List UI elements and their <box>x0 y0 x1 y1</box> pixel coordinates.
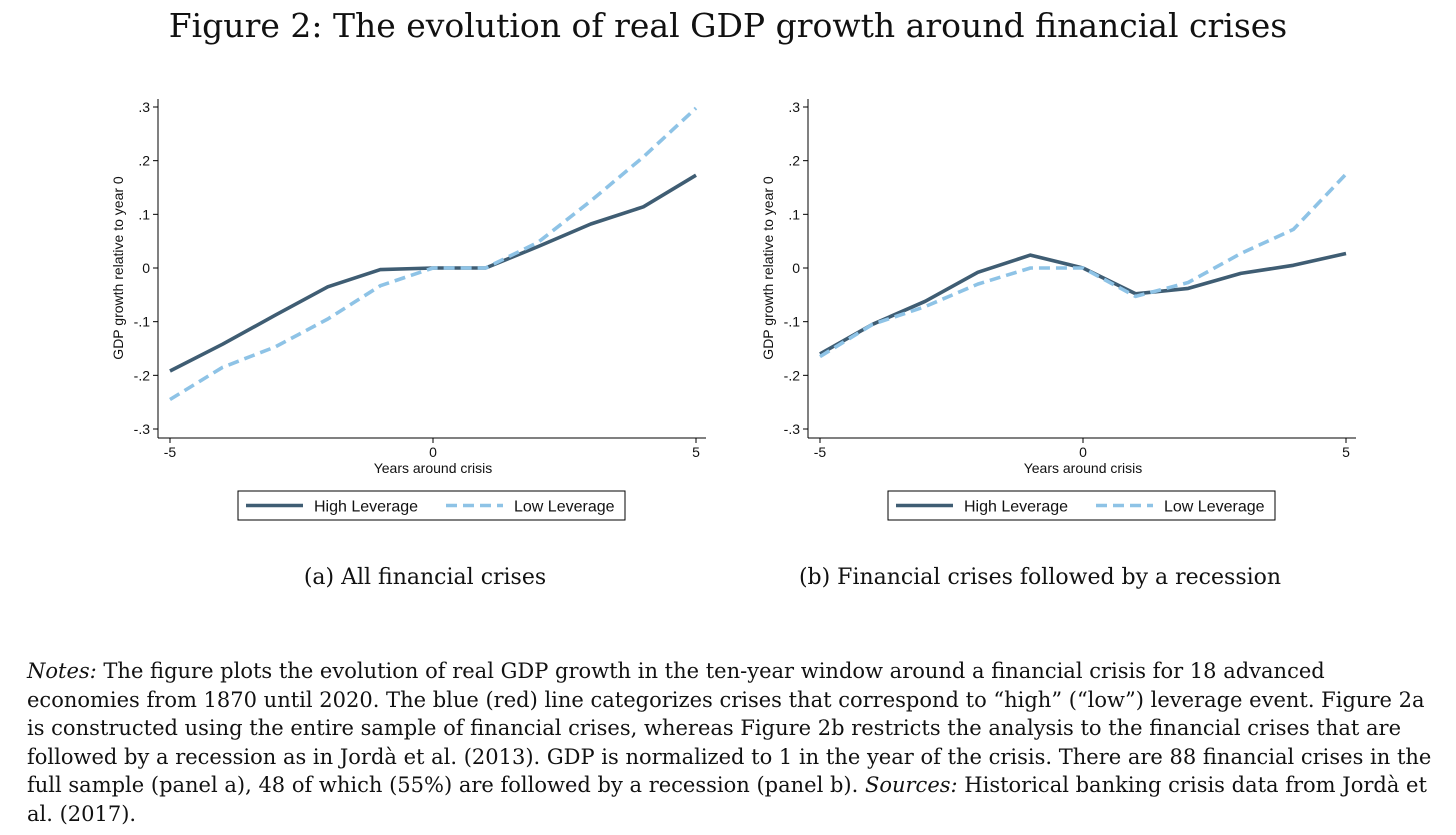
chart-panel-a: -.3 -.2 -.1 0 .1 .2 .3 -5 0 5 Years around crisis G… <box>110 99 706 521</box>
series-line-low-leverage <box>819 172 1348 359</box>
figure-title: Figure 2: The evolution of real GDP grow… <box>168 6 1288 45</box>
y-tick-label: -.3 <box>784 421 801 437</box>
y-tick-label: .2 <box>138 153 150 169</box>
x-tick-label: -5 <box>814 444 827 460</box>
sources-text: Historical banking crisis data from Jord… <box>27 773 1427 826</box>
caption-panel-b: (b) Financial crises followed by a reces… <box>798 565 1282 590</box>
legend-label-high: High Leverage <box>314 499 418 516</box>
series-line-high-leverage <box>169 173 697 373</box>
y-tick-label: .2 <box>788 153 800 169</box>
y-axis-label: GDP growth relative to year 0 <box>110 176 126 360</box>
y-tick-label: .1 <box>788 206 800 222</box>
notes-text: The figure plots the evolution of real G… <box>27 659 1432 798</box>
sources-label: Sources: <box>864 773 958 798</box>
y-tick-label: .3 <box>138 99 150 115</box>
y-tick-label: 0 <box>142 260 150 276</box>
caption-panel-a: (a) All financial crises <box>303 565 547 590</box>
series-line-low-leverage <box>169 106 698 402</box>
y-tick-label: -.1 <box>134 314 151 330</box>
notes-label: Notes: <box>27 659 97 683</box>
y-tick-label: -.2 <box>134 367 151 383</box>
legend-label-low: Low Leverage <box>1164 499 1265 516</box>
x-axis-label: Years around crisis <box>374 460 493 476</box>
y-tick-label: -.1 <box>784 314 801 330</box>
y-axis-label: GDP growth relative to year 0 <box>760 176 776 360</box>
y-tick-label: 0 <box>792 260 800 276</box>
figure-notes: Notes: The figure plots the evolution of… <box>27 657 1437 829</box>
y-tick-label: -.2 <box>784 367 801 383</box>
x-tick-label: 0 <box>429 444 437 460</box>
x-axis-label: Years around crisis <box>1024 460 1143 476</box>
y-tick-label: -.3 <box>134 421 151 437</box>
x-tick-label: 5 <box>692 444 700 460</box>
chart-panel-b: -.3 -.2 -.1 0 .1 .2 .3 -5 0 5 Years around crisis G… <box>760 99 1356 521</box>
x-tick-label: 5 <box>1342 444 1350 460</box>
legend-label-high: High Leverage <box>964 499 1068 516</box>
y-tick-label: .3 <box>788 99 800 115</box>
y-tick-label: .1 <box>138 206 150 222</box>
legend-label-low: Low Leverage <box>514 499 615 516</box>
x-tick-label: 0 <box>1079 444 1087 460</box>
x-tick-label: -5 <box>164 444 177 460</box>
